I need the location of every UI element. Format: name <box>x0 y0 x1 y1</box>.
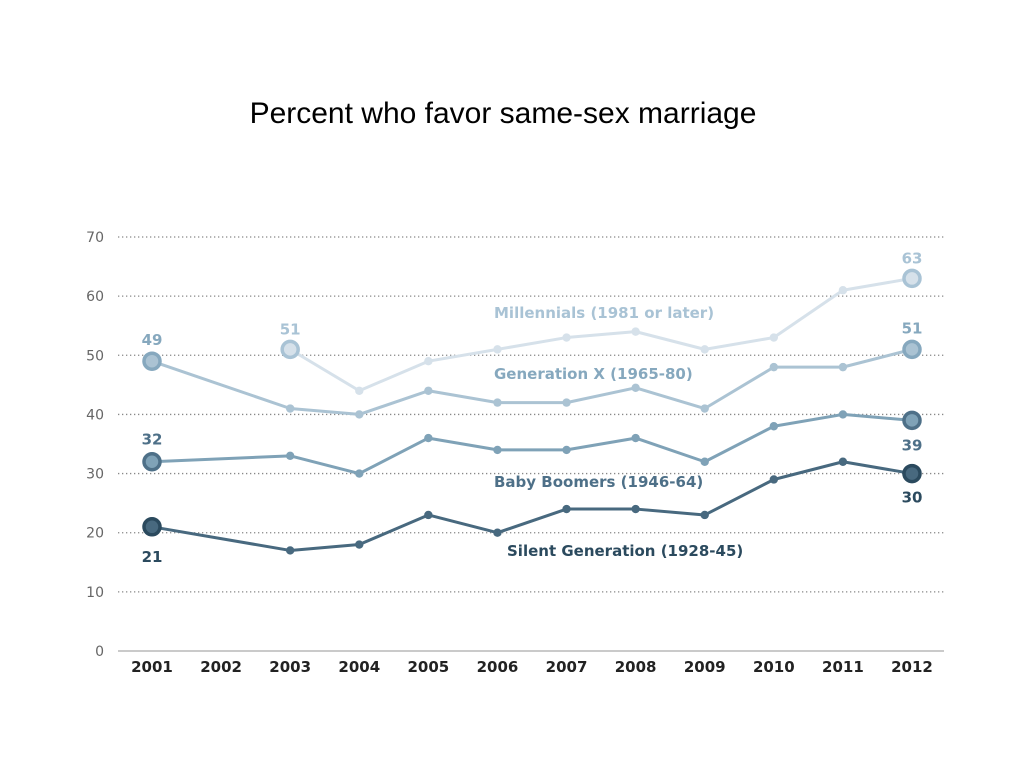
data-point-endpoint <box>142 451 162 472</box>
data-point <box>493 445 502 455</box>
data-point-endpoint <box>902 463 922 484</box>
start-value-label: 49 <box>142 331 163 349</box>
end-value-label: 30 <box>902 489 923 507</box>
data-point <box>285 451 295 461</box>
data-point <box>769 362 779 372</box>
x-tick-label: 2001 <box>131 658 173 676</box>
chart-title: Percent who favor same-sex marriage <box>249 97 757 130</box>
series-3: 32 39 Baby Boomers (1946-64) <box>142 410 923 491</box>
data-point <box>838 410 848 419</box>
data-point-endpoint <box>902 410 922 431</box>
data-point <box>769 422 779 431</box>
y-tick-label: 30 <box>86 467 104 483</box>
series-1: 51 63 Millennials (1981 or later) <box>280 249 923 395</box>
end-value-label: 39 <box>902 436 923 454</box>
data-point <box>562 333 571 342</box>
x-tick-label: 2003 <box>269 658 311 676</box>
series-4: 21 30 Silent Generation (1928-45) <box>142 457 923 566</box>
data-point <box>424 433 433 443</box>
data-point <box>631 504 640 514</box>
series-name-label: Silent Generation (1928-45) <box>507 542 743 560</box>
data-point <box>355 540 364 549</box>
x-tick-label: 2009 <box>684 658 726 676</box>
y-tick-label: 40 <box>86 407 104 423</box>
data-point <box>493 398 502 407</box>
x-tick-label: 2005 <box>407 658 449 676</box>
series-line <box>289 276 913 393</box>
y-tick-label: 50 <box>86 348 104 364</box>
data-point <box>838 286 848 295</box>
data-point <box>355 386 364 395</box>
series-name-label: Baby Boomers (1946-64) <box>494 473 703 491</box>
y-tick-label: 70 <box>86 230 104 246</box>
data-point <box>493 528 502 537</box>
data-point <box>631 433 640 443</box>
data-point <box>769 475 779 484</box>
x-tick-label: 2007 <box>546 658 588 676</box>
data-point-endpoint <box>142 351 162 371</box>
start-value-label: 21 <box>142 548 163 566</box>
x-tick-label: 2010 <box>753 658 795 676</box>
y-tick-label: 0 <box>95 644 104 660</box>
data-point <box>700 404 709 413</box>
x-tick-label: 2011 <box>822 658 864 676</box>
start-value-label: 32 <box>142 431 163 449</box>
y-tick-label: 60 <box>86 289 104 305</box>
data-point <box>424 386 433 395</box>
x-tick-label: 2004 <box>338 658 380 676</box>
start-value-label: 51 <box>280 320 301 338</box>
data-point <box>355 469 364 478</box>
data-point <box>562 504 571 514</box>
series-name-label: Millennials (1981 or later) <box>494 304 714 322</box>
y-tick-label: 20 <box>86 526 104 542</box>
data-point <box>700 345 709 354</box>
data-point <box>562 398 571 407</box>
data-point <box>838 457 848 466</box>
data-point <box>700 457 709 466</box>
series-name-label: Generation X (1965-80) <box>494 365 693 383</box>
data-point <box>562 445 571 455</box>
data-point <box>769 333 779 342</box>
data-point-endpoint <box>902 339 922 360</box>
x-tick-label: 2006 <box>477 658 519 676</box>
end-value-label: 51 <box>902 319 923 337</box>
data-point <box>285 546 295 555</box>
x-tick-label: 2012 <box>891 658 933 676</box>
x-tick-label: 2002 <box>200 658 242 676</box>
data-point <box>700 510 709 520</box>
data-point <box>424 357 433 366</box>
data-point <box>631 383 640 393</box>
data-point <box>355 410 364 419</box>
data-point-endpoint <box>280 339 300 360</box>
data-point <box>631 327 640 336</box>
x-tick-label: 2008 <box>615 658 657 676</box>
data-point-endpoint <box>902 268 922 289</box>
y-tick-label: 10 <box>86 585 104 601</box>
data-point <box>285 404 295 413</box>
series-2: 49 51 Generation X (1965-80) <box>142 319 923 419</box>
end-value-label: 63 <box>902 249 923 267</box>
data-point <box>424 510 433 520</box>
data-point <box>838 362 848 372</box>
data-point-endpoint <box>142 517 162 537</box>
data-point <box>493 345 502 354</box>
series-line <box>151 412 913 476</box>
